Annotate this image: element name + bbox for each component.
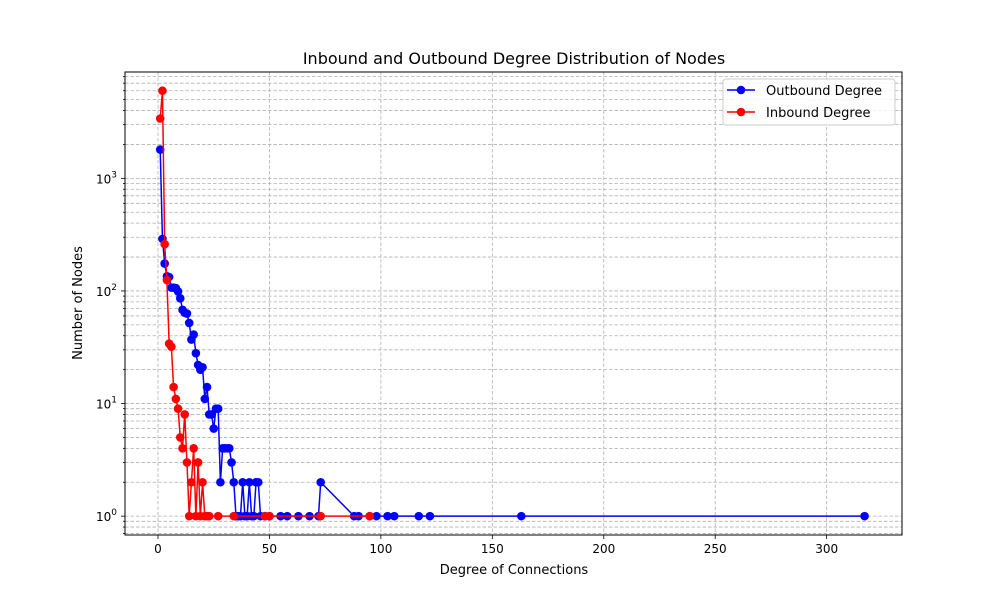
data-point	[158, 86, 167, 96]
y-tick-label: 100	[96, 508, 117, 524]
legend-item: Outbound Degree	[727, 84, 882, 99]
series-inbound-degree	[155, 86, 375, 521]
data-point	[191, 348, 201, 358]
data-point	[162, 275, 172, 285]
data-point	[184, 318, 194, 328]
data-point	[316, 511, 325, 521]
data-point	[365, 511, 375, 521]
data-point	[160, 259, 169, 268]
data-point	[265, 511, 274, 521]
data-point	[383, 511, 392, 521]
y-axis-label: Number of Nodes	[71, 246, 86, 360]
series-outbound-degree	[155, 145, 869, 521]
data-point	[169, 382, 178, 392]
x-axis-label: Degree of Connections	[440, 563, 589, 578]
data-point	[227, 458, 236, 467]
legend-marker	[736, 85, 746, 95]
data-point	[229, 511, 239, 521]
x-tick-label: 0	[154, 542, 162, 556]
data-point	[178, 444, 187, 453]
data-point	[187, 477, 196, 487]
data-point	[175, 294, 185, 303]
data-point	[238, 477, 247, 487]
data-point	[182, 458, 192, 467]
data-point	[517, 511, 526, 521]
chart-title: Inbound and Outbound Degree Distribution…	[303, 49, 725, 68]
data-point	[213, 404, 223, 413]
data-point	[414, 511, 424, 521]
legend-label: Outbound Degree	[766, 84, 882, 99]
data-point	[425, 511, 435, 521]
series-line	[159, 89, 370, 517]
data-point	[316, 477, 325, 487]
data-point	[225, 444, 234, 453]
data-point	[167, 342, 176, 351]
x-tick-label: 100	[369, 542, 392, 556]
data-point	[245, 477, 254, 487]
data-point	[189, 330, 198, 339]
data-point	[155, 114, 165, 123]
legend-item: Inbound Degree	[727, 106, 870, 121]
data-point	[160, 239, 169, 249]
data-point	[155, 145, 165, 154]
legend-box	[722, 78, 896, 126]
data-point	[175, 433, 185, 442]
x-tick-label: 50	[262, 542, 277, 556]
data-point	[189, 444, 198, 453]
data-point	[253, 477, 263, 487]
data-point	[860, 511, 869, 521]
legend-label: Inbound Degree	[766, 106, 870, 121]
axes: 0 50 100 150 200 250 300 100 101 102 103	[96, 76, 838, 556]
data-point	[209, 424, 219, 433]
data-point	[202, 382, 212, 392]
data-point	[184, 511, 194, 521]
legend-marker	[736, 107, 746, 117]
data-point	[198, 362, 207, 372]
plot-frame	[124, 71, 903, 536]
data-point	[180, 410, 190, 419]
data-point	[204, 511, 214, 521]
data-point	[389, 511, 399, 521]
y-tick-label: 103	[96, 170, 117, 186]
data-point	[198, 477, 207, 487]
data-point	[173, 287, 183, 296]
x-tick-label: 150	[481, 542, 504, 556]
data-point	[216, 477, 225, 487]
y-tick-label: 101	[96, 396, 117, 412]
y-tick-label: 102	[96, 283, 117, 299]
series-line	[159, 149, 865, 517]
x-tick-label: 300	[815, 542, 838, 556]
data-point	[171, 394, 181, 404]
data-point	[182, 309, 192, 318]
legend: Outbound Degree Inbound Degree	[722, 78, 896, 126]
data-point	[193, 458, 203, 467]
data-point	[372, 511, 381, 521]
x-tick-label: 250	[704, 542, 727, 556]
data-point	[200, 394, 210, 404]
x-tick-label: 200	[592, 542, 615, 556]
series-layer	[155, 86, 869, 521]
grid	[125, 72, 902, 535]
data-point	[213, 511, 223, 521]
data-point	[229, 477, 239, 487]
data-point	[173, 404, 183, 413]
